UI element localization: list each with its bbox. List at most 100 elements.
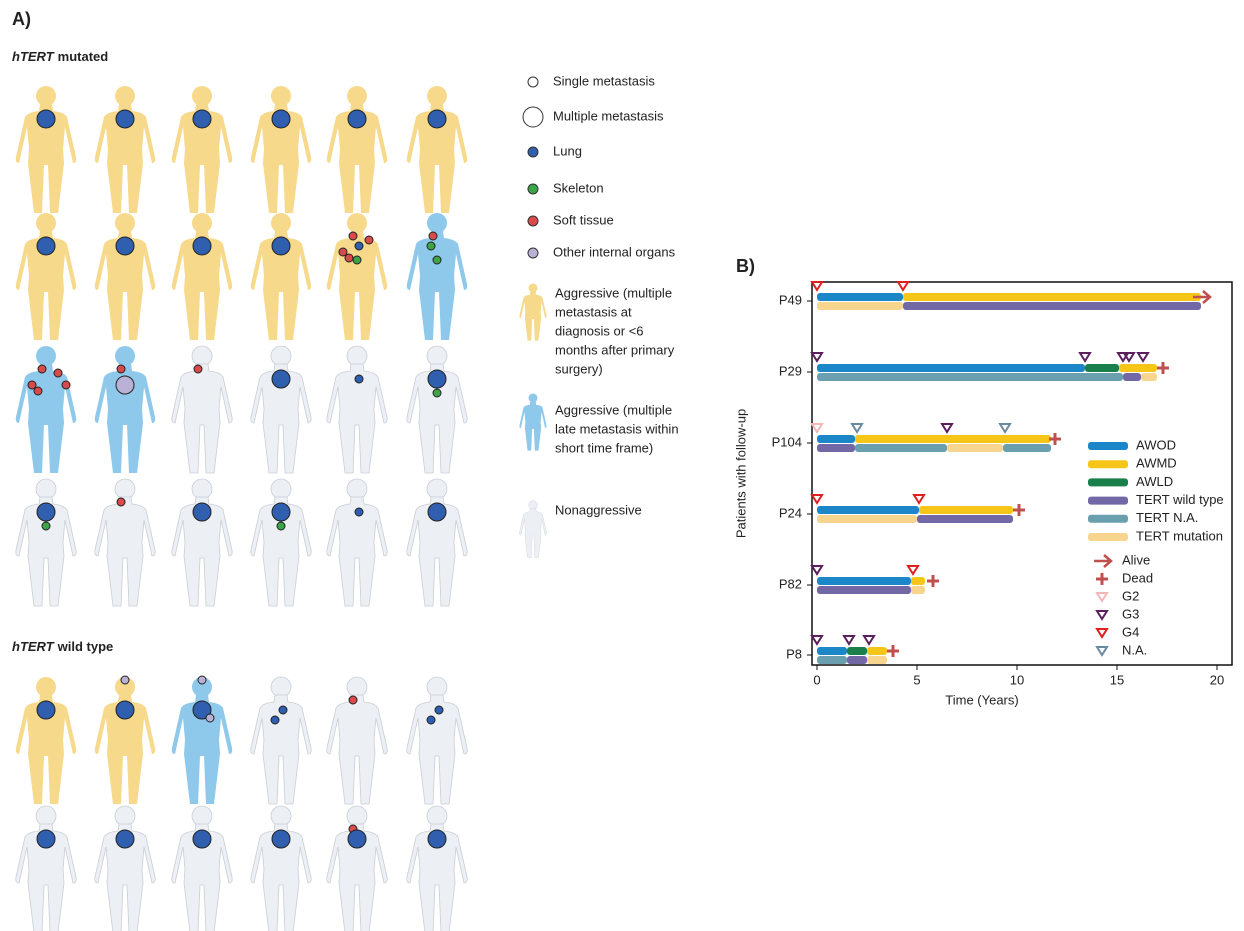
legend-label: G4 [1122,624,1139,639]
segment [1141,373,1157,381]
body-figure [94,677,156,804]
y-tick-label: P82 [779,576,802,591]
x-axis-label: Time (Years) [945,692,1018,707]
segment [847,656,867,664]
legend-grade [1095,628,1109,639]
legend-label: Multiple metastasis [553,108,664,123]
segment [817,302,903,310]
metastasis-dot [271,369,291,389]
body-figure [15,805,77,931]
dead-marker [1157,362,1169,374]
metastasis-dot [115,236,135,256]
y-tick-label: P29 [779,363,802,378]
segment [817,444,855,452]
metastasis-dot [271,829,291,849]
metastasis-dot [352,255,362,265]
legend-label: Other internal organs [553,244,676,259]
grade-marker [810,281,824,292]
metastasis-dot [426,241,436,251]
body-figure [15,677,77,804]
group-title: hTERT mutated [12,49,108,64]
x-tick-label: 10 [1010,672,1024,687]
metastasis-dot [61,380,71,390]
metastasis-dot [426,715,436,725]
segment [817,364,1085,372]
metastasis-dot [197,675,207,685]
body-figure [250,805,312,931]
body-figure [250,478,312,607]
metastasis-dot [36,502,56,522]
grade-marker [842,635,856,646]
body-figure [326,86,388,213]
legend-label: G3 [1122,606,1139,621]
x-tick-label: 0 [813,672,820,687]
body-figure [171,805,233,931]
y-tick-label: P49 [779,292,802,307]
segment [817,293,903,301]
grade-marker [810,352,824,363]
metastasis-dot [432,255,442,265]
body-figure [326,213,388,340]
y-tick-label: P8 [786,646,802,661]
grade-marker [1078,352,1092,363]
body-figure [94,346,156,473]
legend-grade [1095,610,1109,621]
metastasis-dot [354,507,364,517]
metastasis-dot [120,675,130,685]
dead-marker [887,645,899,657]
segment [1119,364,1157,372]
segment [817,515,917,523]
segment [817,506,919,514]
metastasis-dot [53,368,63,378]
legend-swatch [1088,514,1128,523]
metastasis-dot [427,369,447,389]
legend-site [527,183,539,195]
y-axis-label: Patients with follow-up [733,409,748,538]
metastasis-dot [270,715,280,725]
legend-label: Aggressive (multiple [555,402,672,417]
y-tick-label: P104 [772,434,802,449]
metastasis-dot [193,364,203,374]
metastasis-dot [36,236,56,256]
legend-swatch [1088,496,1128,505]
body-figure [250,213,312,340]
body-figure [406,478,468,607]
metastasis-dot [347,829,367,849]
group-title-italic: hTERT [12,639,55,654]
y-tick-label: P24 [779,505,802,520]
grade-marker [862,635,876,646]
legend-label: diagnosis or <6 [555,323,644,338]
group-title-text: mutated [58,49,109,64]
segment [1085,364,1119,372]
metastasis-dot [271,236,291,256]
body-figure [250,676,312,805]
panel-a-title: A) [12,9,31,29]
segment [1003,444,1051,452]
legend-swatch [1088,533,1128,541]
legend-label: Soft tissue [553,212,614,227]
grade-marker [906,565,920,576]
group-title-italic: hTERT [12,49,55,64]
legend-label: TERT N.A. [1136,510,1198,525]
metastasis-dot [427,829,447,849]
body-figure [326,478,388,607]
segment [903,293,1201,301]
legend-label: Aggressive (multiple [555,285,672,300]
x-tick-label: 15 [1110,672,1124,687]
legend-label: AWLD [1136,474,1173,489]
body-figure [15,213,77,340]
grade-marker [1122,352,1136,363]
body-figure [250,86,312,213]
dead-marker [927,575,939,587]
legend-label: Skeleton [553,180,604,195]
body-figure [326,805,388,931]
body-figure [406,86,468,213]
segment [947,444,1003,452]
metastasis-dot [192,502,212,522]
legend-swatch [1088,478,1128,487]
segment [867,647,887,655]
legend-label: Single metastasis [553,73,655,88]
dead-marker [1013,504,1025,516]
panel-b-title: B) [736,256,755,276]
legend-label: months after primary [555,342,675,357]
